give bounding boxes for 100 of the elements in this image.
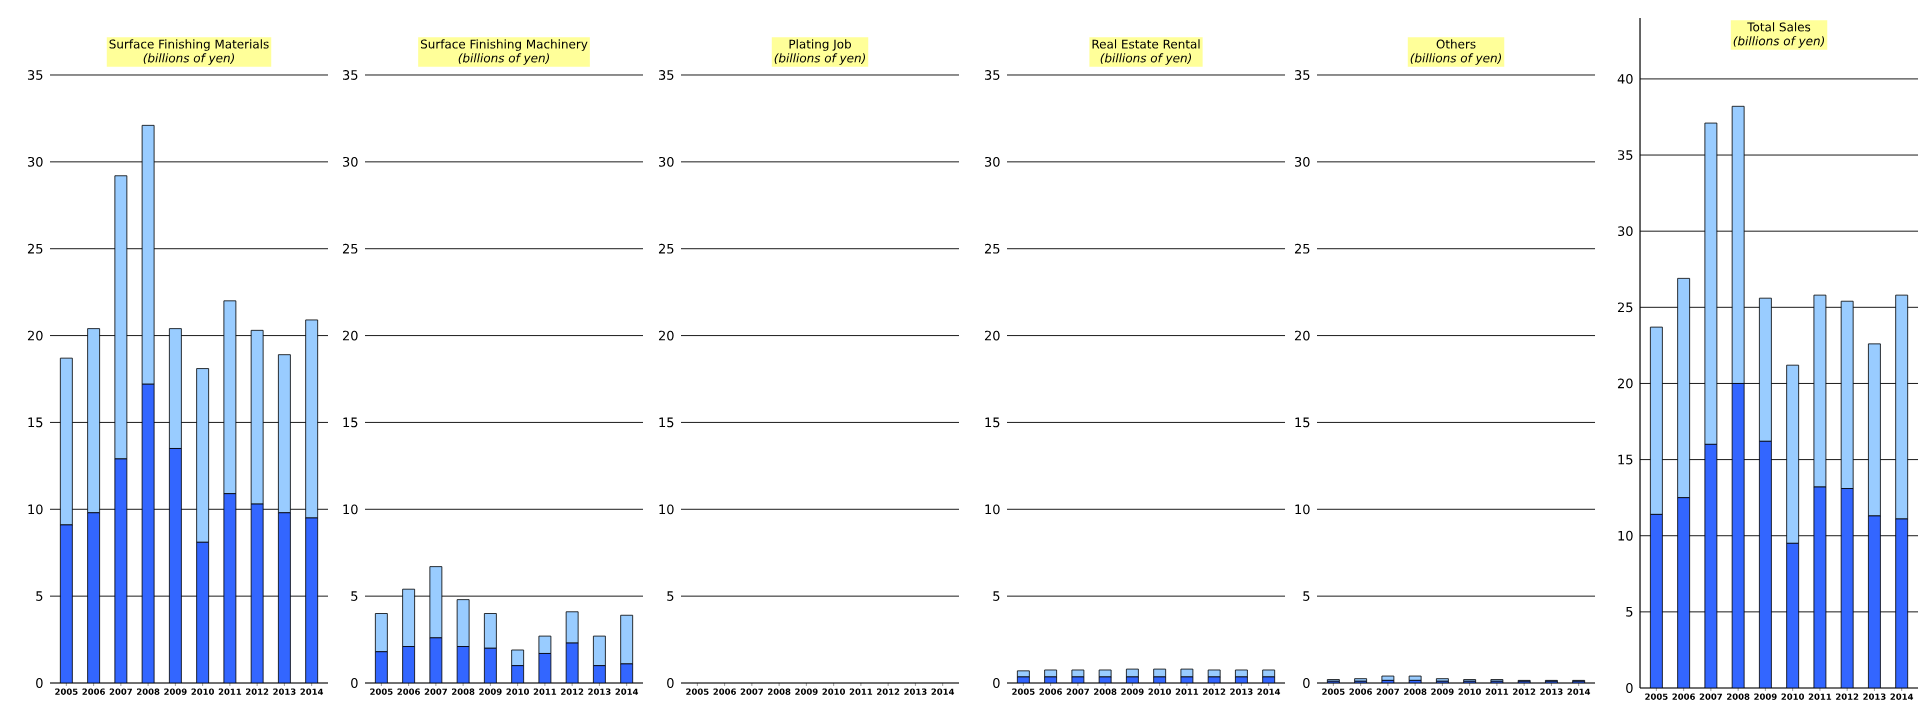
- y-tick-label: 5: [1303, 591, 1310, 601]
- x-tick-label: 2010: [822, 688, 846, 695]
- x-tick-label: 2014: [1567, 688, 1591, 695]
- x-tick-label: 2006: [1672, 693, 1695, 700]
- x-tick-label: 2011: [849, 688, 873, 695]
- y-tick-label: 15: [1295, 417, 1310, 428]
- y-tick-label: 25: [658, 243, 674, 254]
- x-tick-label: 2008: [1094, 688, 1117, 695]
- y-tick-label: 20: [1617, 378, 1633, 389]
- x-tick-label: 2013: [588, 688, 611, 695]
- chart-title: Surface Finishing Machinery: [420, 39, 588, 51]
- y-tick-label: 0: [667, 678, 674, 688]
- x-tick-label: 2005: [686, 688, 709, 695]
- x-tick-label: 2009: [795, 688, 818, 695]
- x-tick-label: 2005: [1322, 688, 1345, 695]
- y-tick-label: 25: [27, 243, 43, 254]
- y-tick-label: 15: [659, 417, 674, 428]
- x-tick-label: 2007: [424, 688, 447, 695]
- x-tick-label: 2011: [1175, 688, 1199, 695]
- x-tick-label: 2014: [931, 688, 955, 695]
- y-tick-label: 35: [342, 70, 358, 80]
- x-tick-label: 2012: [1203, 688, 1226, 695]
- y-tick-label: 35: [1295, 70, 1310, 80]
- x-tick-label: 2010: [1458, 688, 1482, 695]
- y-tick-label: 0: [1626, 683, 1633, 693]
- y-tick-label: 10: [659, 504, 674, 515]
- x-tick-label: 2006: [1039, 688, 1062, 695]
- y-tick-label: 20: [342, 330, 358, 341]
- y-tick-label: 5: [993, 591, 1000, 601]
- x-tick-label: 2008: [452, 688, 475, 695]
- chart-title: Plating Job: [789, 39, 851, 51]
- x-tick-label: 2010: [191, 688, 215, 695]
- y-tick-label: 10: [28, 504, 43, 515]
- x-tick-label: 2009: [164, 688, 187, 695]
- x-tick-label: 2005: [1012, 688, 1035, 695]
- y-tick-label: 15: [28, 417, 43, 428]
- y-tick-label: 30: [27, 156, 43, 167]
- y-tick-label: 0: [993, 678, 1000, 688]
- x-tick-label: 2006: [713, 688, 736, 695]
- chart-title: Real Estate Rental: [1092, 39, 1200, 49]
- y-tick-label: 35: [27, 70, 43, 80]
- x-tick-label: 2014: [1257, 688, 1281, 695]
- x-tick-label: 2006: [397, 688, 420, 695]
- y-tick-label: 25: [342, 243, 358, 254]
- text: (billions of yen): [1733, 36, 1825, 48]
- x-tick-label: 2009: [1431, 688, 1454, 695]
- y-tick-label: 30: [342, 156, 358, 167]
- chart-subtitle: (billions of yen): [143, 53, 235, 65]
- y-tick-label: 25: [984, 243, 1000, 254]
- y-tick-label: 10: [343, 504, 358, 515]
- x-tick-label: 2012: [1836, 693, 1859, 700]
- x-tick-label: 2012: [877, 688, 900, 695]
- y-tick-label: 20: [27, 330, 43, 341]
- chart-title: Total Sales: [1747, 22, 1811, 32]
- x-tick-label: 2014: [615, 688, 639, 695]
- y-tick-label: 5: [36, 591, 43, 601]
- x-tick-label: 2011: [533, 688, 557, 695]
- x-tick-label: 2007: [109, 688, 132, 695]
- y-tick-label: 15: [343, 417, 358, 428]
- x-tick-label: 2008: [1404, 688, 1427, 695]
- x-tick-label: 2009: [1121, 688, 1144, 695]
- x-tick-label: 2012: [561, 688, 584, 695]
- y-tick-label: 10: [985, 504, 1000, 515]
- x-tick-label: 2013: [904, 688, 927, 695]
- x-tick-label: 2005: [1645, 693, 1668, 700]
- x-tick-label: 2013: [1230, 688, 1253, 695]
- y-tick-label: 5: [1626, 607, 1633, 617]
- chart-subtitle: (billions of yen): [1100, 53, 1192, 65]
- y-tick-label: 25: [1617, 302, 1633, 313]
- x-tick-label: 2007: [1066, 688, 1089, 695]
- x-tick-label: 2007: [1376, 688, 1399, 695]
- y-tick-label: 10: [1295, 504, 1310, 515]
- y-tick-label: 30: [1295, 156, 1310, 167]
- y-tick-label: 35: [985, 70, 1000, 80]
- y-tick-label: 20: [984, 330, 1000, 341]
- x-tick-label: 2013: [1540, 688, 1563, 695]
- x-tick-label: 2007: [740, 688, 763, 695]
- chart-subtitle: (billions of yen): [774, 53, 866, 65]
- x-tick-label: 2011: [1808, 693, 1832, 700]
- x-tick-label: 2009: [1754, 693, 1777, 700]
- y-tick-label: 5: [667, 591, 674, 601]
- y-tick-label: 20: [658, 330, 674, 341]
- chart-subtitle: (billions of yen): [458, 53, 550, 65]
- y-tick-label: 20: [1294, 330, 1310, 341]
- x-tick-label: 2010: [1781, 693, 1805, 700]
- y-tick-label: 0: [36, 678, 43, 688]
- x-tick-label: 2006: [1349, 688, 1372, 695]
- x-tick-label: 2014: [300, 688, 324, 695]
- x-tick-label: 2009: [479, 688, 502, 695]
- x-tick-label: 2012: [246, 688, 269, 695]
- x-tick-label: 2007: [1699, 693, 1722, 700]
- x-tick-label: 2008: [137, 688, 160, 695]
- y-tick-label: 30: [985, 156, 1000, 167]
- x-tick-label: 2013: [273, 688, 296, 695]
- y-tick-label: 40: [1617, 74, 1633, 84]
- y-tick-label: 35: [658, 70, 674, 80]
- x-tick-label: 2010: [506, 688, 530, 695]
- x-tick-label: 2013: [1863, 693, 1886, 700]
- x-tick-label: 2008: [1727, 693, 1750, 700]
- x-tick-label: 2006: [82, 688, 105, 695]
